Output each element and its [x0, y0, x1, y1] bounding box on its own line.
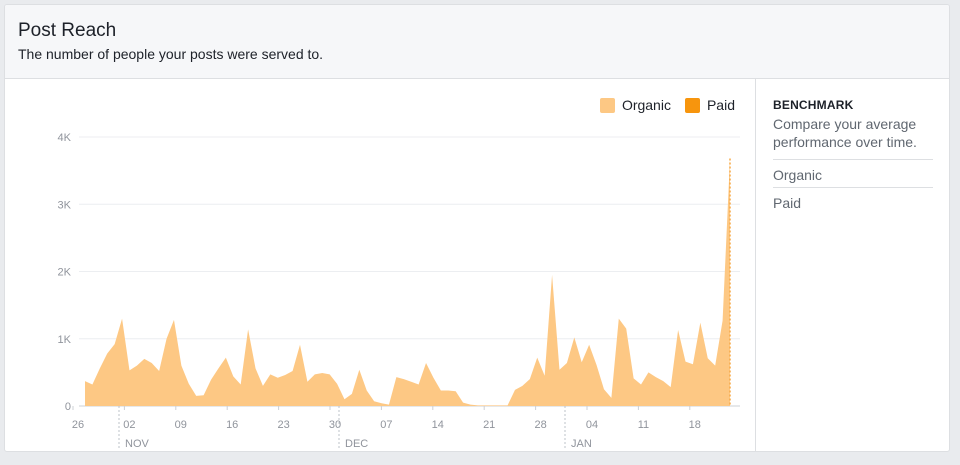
legend-item-organic[interactable]: Organic [599, 97, 671, 113]
month-label: DEC [345, 438, 368, 450]
y-tick-label: 3K [58, 199, 72, 211]
benchmark-description: Compare your average performance over ti… [773, 116, 917, 150]
legend-label-organic: Organic [621, 97, 671, 113]
post-reach-card: Post Reach The number of people your pos… [4, 4, 950, 452]
x-tick-label: 16 [226, 419, 238, 431]
legend-item-paid[interactable]: Paid [684, 97, 735, 113]
x-tick-label: 11 [638, 419, 649, 431]
month-label: JAN [571, 438, 592, 450]
legend-swatch-paid [684, 97, 700, 113]
x-tick-label: 14 [432, 419, 444, 431]
benchmark-option-organic[interactable]: Organic [773, 159, 933, 183]
x-tick-label: 02 [123, 419, 135, 431]
x-tick-label: 04 [586, 419, 598, 431]
y-tick-label: 1K [58, 334, 72, 346]
chart-legend: Organic Paid [586, 97, 735, 113]
x-tick-label: 07 [380, 419, 392, 431]
benchmark-title: BENCHMARK [773, 98, 854, 112]
chart-area: Organic Paid 0 1K 2K 3K 4K 26 02 09 16 23 30 07 14 21… [5, 79, 755, 451]
x-tick-label: 30 [329, 419, 341, 431]
series-area-organic [85, 158, 730, 406]
month-label: NOV [125, 438, 150, 450]
x-tick-label: 18 [689, 419, 701, 431]
x-tick-label: 21 [483, 419, 495, 431]
legend-label-paid: Paid [706, 97, 735, 113]
card-header: Post Reach The number of people your pos… [5, 5, 949, 79]
x-tick-label: 23 [277, 419, 289, 431]
post-reach-chart: 0 1K 2K 3K 4K 26 02 09 16 23 30 07 14 21 28 04 11 18 NOV DE… [58, 132, 740, 450]
benchmark-panel: BENCHMARK Compare your average performan… [755, 79, 949, 451]
x-tick-label: 09 [175, 419, 187, 431]
y-tick-label: 2K [58, 267, 72, 279]
page-subtitle: The number of people your posts were ser… [18, 46, 324, 62]
page-title: Post Reach [18, 20, 117, 41]
legend-swatch-organic [599, 97, 615, 113]
y-tick-label: 0 [65, 401, 71, 413]
x-tick-label: 26 [72, 419, 84, 431]
benchmark-option-paid[interactable]: Paid [773, 187, 933, 211]
x-tick-label: 28 [534, 419, 546, 431]
y-tick-label: 4K [58, 132, 72, 144]
